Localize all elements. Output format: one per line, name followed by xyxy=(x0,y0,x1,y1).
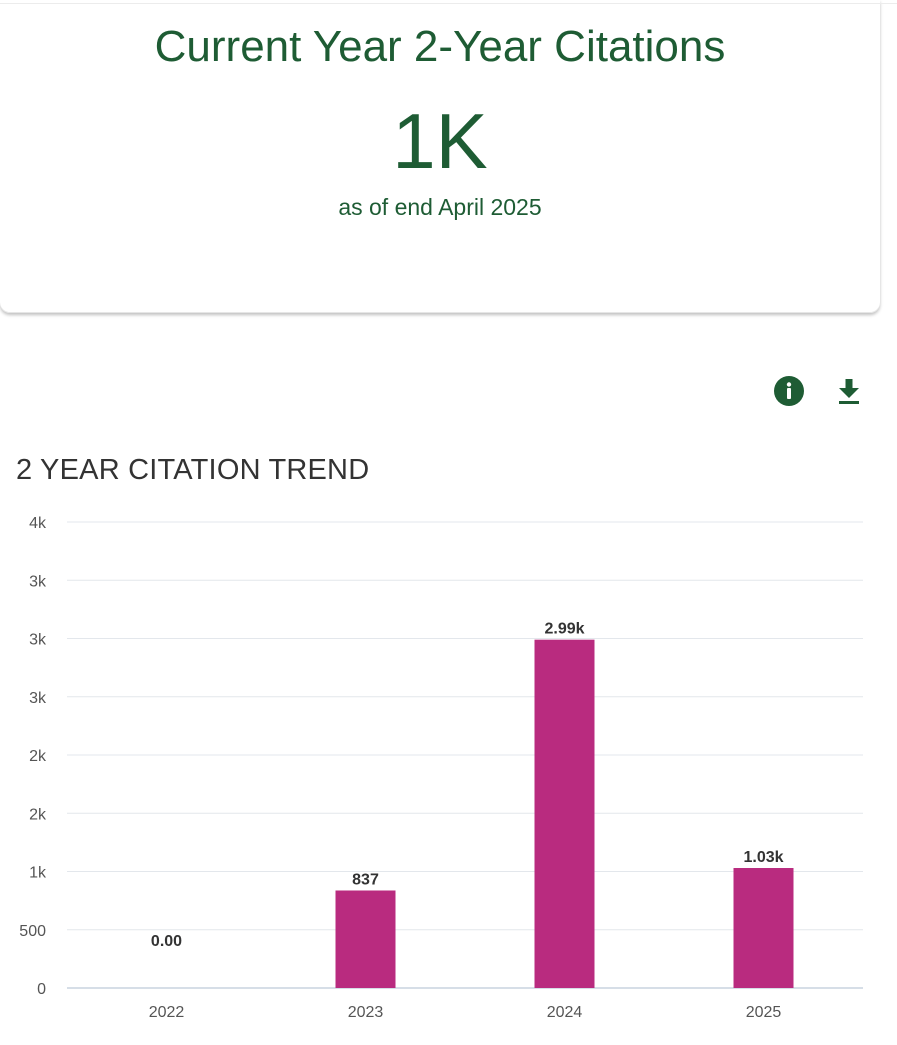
x-tick-label: 2025 xyxy=(746,1004,782,1021)
card-subtitle: as of end April 2025 xyxy=(338,194,542,220)
data-label-2024: 2.99k xyxy=(544,621,584,638)
y-tick-label: 0 xyxy=(37,981,46,998)
download-icon xyxy=(839,379,859,404)
bar-2025[interactable] xyxy=(733,868,794,988)
bar-2023[interactable] xyxy=(335,890,396,988)
chart-gridlines xyxy=(67,521,863,989)
chart-title: 2 YEAR CITATION TREND xyxy=(16,454,370,486)
y-tick-label: 2k xyxy=(29,806,47,823)
bar-data-labels: 0.00 837 2.99k 1.03k xyxy=(151,621,784,950)
x-axis-ticks: 2022 2023 2024 2025 xyxy=(149,1004,782,1021)
y-tick-label: 1k xyxy=(29,865,47,882)
citation-count-value: 1K xyxy=(392,97,488,185)
y-tick-label: 4k xyxy=(29,515,47,532)
y-tick-label: 2k xyxy=(29,748,47,765)
download-button[interactable] xyxy=(833,375,865,407)
data-label-2023: 837 xyxy=(352,871,379,888)
info-button[interactable] xyxy=(773,375,805,407)
y-tick-label: 3k xyxy=(29,573,47,590)
chart-bars xyxy=(335,639,794,988)
y-tick-label: 3k xyxy=(29,632,47,649)
bar-2024[interactable] xyxy=(534,639,595,988)
y-tick-label: 500 xyxy=(19,923,46,940)
x-tick-label: 2023 xyxy=(348,1004,384,1021)
summary-card: Current Year 2-Year Citations 1K as of e… xyxy=(0,0,880,313)
info-icon xyxy=(774,376,804,406)
y-axis-ticks: 0 500 1k 2k 2k 3k 3k 3k 4k xyxy=(19,515,47,998)
citation-trend-chart: 0 500 1k 2k 2k 3k 3k 3k 4k 0.00 837 2.99k 1.03k 202… xyxy=(19,515,863,1021)
x-tick-label: 2022 xyxy=(149,1004,185,1021)
x-tick-label: 2024 xyxy=(547,1004,583,1021)
card-title: Current Year 2-Year Citations xyxy=(154,22,726,71)
y-tick-label: 3k xyxy=(29,690,47,707)
top-divider xyxy=(0,3,897,4)
data-label-2025: 1.03k xyxy=(743,849,783,866)
data-label-2022: 0.00 xyxy=(151,933,182,950)
